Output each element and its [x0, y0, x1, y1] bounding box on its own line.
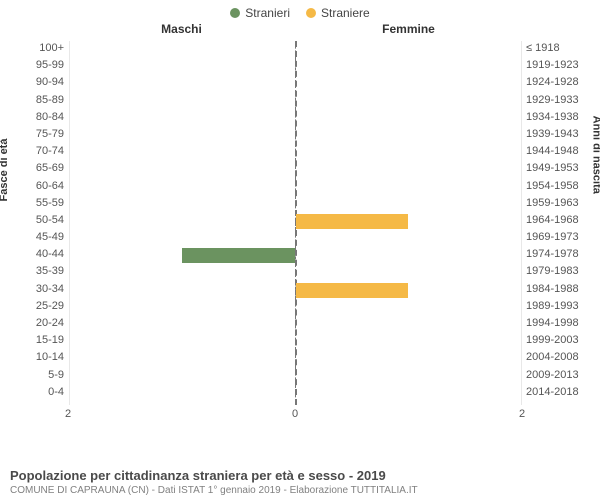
age-tick: 90-94: [8, 74, 64, 91]
age-tick: 40-44: [8, 246, 64, 263]
legend-label-female: Straniere: [321, 6, 370, 20]
age-tick: 25-29: [8, 298, 64, 315]
age-tick: 20-24: [8, 315, 64, 332]
birth-tick: 1919-1923: [526, 57, 592, 74]
birth-tick: 1999-2003: [526, 332, 592, 349]
chart-subtitle: COMUNE DI CAPRAUNA (CN) - Dati ISTAT 1° …: [10, 485, 590, 496]
age-tick: 30-34: [8, 281, 64, 298]
chart-row: [69, 93, 521, 110]
birth-tick: ≤ 1918: [526, 40, 592, 57]
legend-item-male: Stranieri: [230, 6, 290, 20]
birth-tick: 2014-2018: [526, 384, 592, 401]
age-tick: 55-59: [8, 195, 64, 212]
birth-tick: 1959-1963: [526, 195, 592, 212]
chart-row: [69, 127, 521, 144]
chart-row: [69, 368, 521, 385]
birth-tick: 1974-1978: [526, 246, 592, 263]
birth-tick: 1989-1993: [526, 298, 592, 315]
legend: Stranieri Straniere: [0, 0, 600, 22]
chart: Maschi Femmine Fasce di età Anni di nasc…: [8, 22, 592, 432]
age-tick: 10-14: [8, 349, 64, 366]
age-tick: 5-9: [8, 367, 64, 384]
chart-row: [69, 333, 521, 350]
birth-tick: 1949-1953: [526, 160, 592, 177]
age-ticks: 100+95-9990-9485-8980-8475-7970-7465-696…: [8, 40, 64, 406]
birth-tick: 2009-2013: [526, 367, 592, 384]
age-tick: 50-54: [8, 212, 64, 229]
age-tick: 70-74: [8, 143, 64, 160]
bar-female: [296, 283, 409, 298]
birth-tick: 1984-1988: [526, 281, 592, 298]
birth-tick: 1954-1958: [526, 178, 592, 195]
birth-tick: 1944-1948: [526, 143, 592, 160]
birth-tick: 1994-1998: [526, 315, 592, 332]
chart-row: [69, 299, 521, 316]
age-tick: 0-4: [8, 384, 64, 401]
chart-row: [69, 213, 521, 230]
birth-tick: 1939-1943: [526, 126, 592, 143]
age-tick: 60-64: [8, 178, 64, 195]
age-tick: 75-79: [8, 126, 64, 143]
chart-row: [69, 179, 521, 196]
birth-ticks: ≤ 19181919-19231924-19281929-19331934-19…: [526, 40, 592, 406]
chart-row: [69, 385, 521, 402]
chart-row: [69, 230, 521, 247]
column-title-female: Femmine: [295, 22, 522, 36]
bar-male: [182, 248, 295, 263]
age-tick: 35-39: [8, 263, 64, 280]
age-tick: 15-19: [8, 332, 64, 349]
chart-row: [69, 282, 521, 299]
chart-row: [69, 350, 521, 367]
legend-swatch-female: [306, 8, 316, 18]
legend-label-male: Stranieri: [245, 6, 290, 20]
chart-row: [69, 110, 521, 127]
chart-row: [69, 75, 521, 92]
birth-tick: 1979-1983: [526, 263, 592, 280]
x-axis: 2 0 2: [68, 408, 522, 426]
age-tick: 45-49: [8, 229, 64, 246]
chart-row: [69, 316, 521, 333]
chart-row: [69, 264, 521, 281]
chart-title: Popolazione per cittadinanza straniera p…: [10, 468, 590, 483]
birth-tick: 1924-1928: [526, 74, 592, 91]
legend-swatch-male: [230, 8, 240, 18]
birth-tick: 1934-1938: [526, 109, 592, 126]
age-tick: 65-69: [8, 160, 64, 177]
chart-row: [69, 144, 521, 161]
birth-tick: 1964-1968: [526, 212, 592, 229]
age-tick: 95-99: [8, 57, 64, 74]
x-tick: 0: [292, 408, 298, 420]
footer: Popolazione per cittadinanza straniera p…: [10, 468, 590, 496]
birth-tick: 1929-1933: [526, 92, 592, 109]
birth-tick: 2004-2008: [526, 349, 592, 366]
chart-row: [69, 161, 521, 178]
bar-female: [296, 214, 409, 229]
age-tick: 85-89: [8, 92, 64, 109]
column-title-male: Maschi: [68, 22, 295, 36]
age-tick: 80-84: [8, 109, 64, 126]
birth-tick: 1969-1973: [526, 229, 592, 246]
chart-row: [69, 41, 521, 58]
legend-item-female: Straniere: [306, 6, 370, 20]
age-tick: 100+: [8, 40, 64, 57]
chart-row: [69, 58, 521, 75]
plot-area: [68, 40, 522, 406]
x-tick: 2: [519, 408, 525, 420]
chart-row: [69, 196, 521, 213]
column-titles: Maschi Femmine: [68, 22, 522, 36]
x-tick: 2: [65, 408, 71, 420]
chart-row: [69, 247, 521, 264]
